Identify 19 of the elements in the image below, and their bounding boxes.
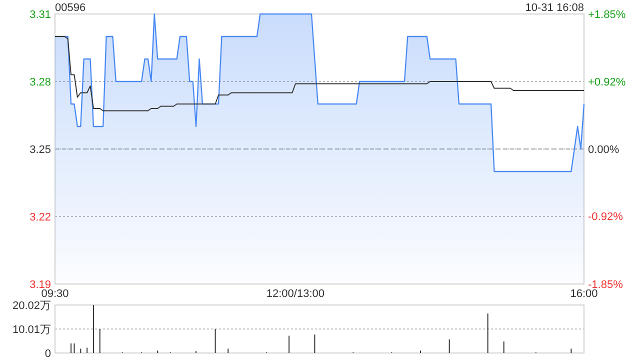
y-tick-label: 3.25 [30,144,51,156]
y-tick-label: 3.22 [30,211,51,224]
y-tick-label: 3.28 [30,76,51,88]
y2-tick-label: -0.92% [588,210,624,223]
x-tick-label: 09:30 [41,288,69,300]
x-tick-label: 12:00/13:00 [266,288,325,300]
y-tick-label: 0 [44,348,51,360]
y-tick-label: 20.02万 [12,300,51,312]
x-tick-label: 16:00 [570,288,598,300]
chart-title: 00596 [55,2,86,14]
y2-tick-label: -1.85% [588,278,624,291]
y-tick-label: 10.01万 [12,324,51,336]
annotation: 10-31 16:08 [525,2,584,14]
y2-tick-label: +0.92% [588,76,626,89]
line-series [54,36,584,112]
y-tick-label: 3.31 [30,8,51,21]
y-tick-label: 3.19 [30,278,51,291]
y2-tick-label: 0.00% [588,144,620,156]
y2-tick-label: +1.85% [588,8,626,21]
